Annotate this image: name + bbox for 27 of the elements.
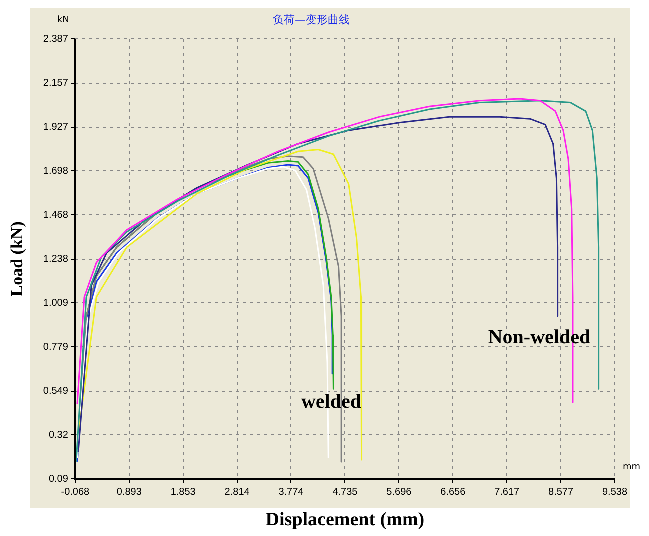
x-tick-label: 5.696 — [386, 486, 412, 498]
y-tick-label: 2.387 — [43, 34, 69, 45]
chart-title: 负荷—变形曲线 — [273, 13, 350, 26]
x-tick-label: 6.656 — [440, 486, 466, 498]
text: mm — [623, 462, 641, 473]
y-tick-label: 1.927 — [43, 122, 69, 134]
x-axis-title: Displacement (mm) — [266, 510, 425, 531]
y-tick-label: 0.09 — [48, 474, 69, 485]
y-tick-label: 0.32 — [48, 430, 69, 441]
x-tick-label: -0.068 — [61, 486, 90, 498]
x-tick-label: 8.577 — [548, 486, 574, 498]
x-tick-label: 9.538 — [602, 486, 628, 498]
y-tick-label: 0.549 — [43, 386, 69, 398]
y-tick-label: 1.698 — [43, 166, 69, 177]
y-axis-title: Load (kN) — [8, 222, 27, 297]
text: kN — [57, 16, 70, 26]
x-tick-label: 7.617 — [494, 486, 520, 498]
x-tick-label: 4.735 — [332, 486, 358, 498]
y-tick-label: 2.157 — [43, 78, 69, 90]
y-tick-label: 1.009 — [43, 298, 69, 309]
y-tick-label: 1.468 — [43, 210, 69, 221]
x-tick-label: 2.814 — [224, 486, 250, 498]
y-tick-label: 0.779 — [43, 342, 69, 353]
x-tick-label: 1.853 — [170, 486, 196, 498]
y-tick-label: 1.238 — [43, 254, 69, 266]
x-tick-label: 3.774 — [278, 486, 304, 498]
x-tick-label: 0.893 — [116, 486, 142, 498]
